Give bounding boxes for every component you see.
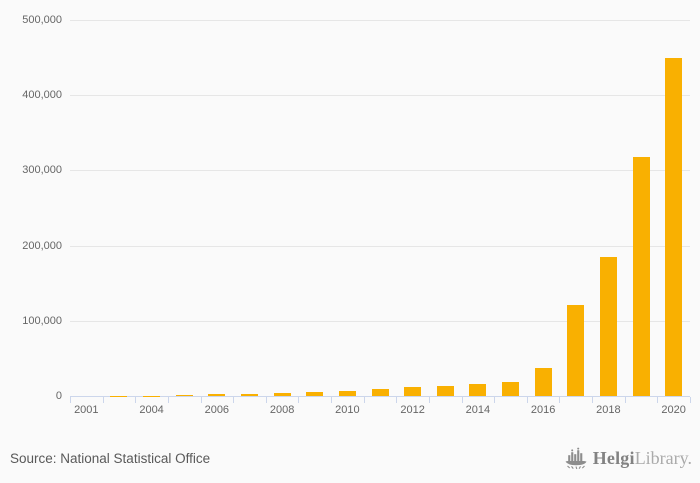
x-axis-tick (396, 397, 398, 403)
bar-2010[interactable] (338, 391, 356, 396)
gridline (70, 170, 690, 172)
gridline (70, 320, 690, 322)
x-axis-tick (428, 397, 430, 403)
brand-name-light: Library. (634, 448, 692, 468)
bar-chart: 0 100,000 200,000 300,000 400,000 500,000 2001… (22, 14, 691, 416)
bar-2011[interactable] (371, 389, 389, 396)
x-axis-label: 2004 (139, 404, 164, 416)
y-axis-label: 100,000 (22, 314, 62, 327)
x-axis-tick (265, 397, 267, 403)
gridline (70, 245, 690, 247)
bar-2019[interactable] (632, 156, 650, 396)
x-axis-label: 2008 (269, 404, 295, 416)
bar-2013[interactable] (436, 386, 454, 396)
bar-2012[interactable] (404, 387, 422, 396)
x-axis-tick (559, 397, 561, 403)
bar-2016[interactable] (534, 367, 552, 396)
x-axis-label: 2018 (596, 404, 621, 416)
bar-2017[interactable] (567, 305, 585, 396)
x-axis-tick (102, 397, 104, 403)
x-axis-tick (298, 397, 300, 403)
gridline (70, 20, 690, 21)
helgi-library-logo: HelgiLibrary. (565, 447, 692, 470)
x-axis-tick (657, 397, 659, 403)
bar-2020[interactable] (665, 57, 683, 396)
x-axis-label: 2001 (74, 404, 99, 416)
x-axis-tick (233, 397, 235, 403)
gridline (70, 95, 690, 97)
x-axis-label: 2010 (335, 404, 360, 416)
bar-2008[interactable] (273, 392, 291, 396)
bar-2006[interactable] (208, 394, 226, 396)
y-axis-label: 200,000 (22, 239, 62, 252)
x-axis-label: 2006 (204, 404, 230, 416)
bar-2018[interactable] (599, 256, 617, 396)
brand-name-bold: Helgi (592, 448, 635, 468)
x-axis-tick (70, 397, 71, 403)
bar-2009[interactable] (306, 392, 324, 396)
y-axis-label: 300,000 (22, 164, 62, 177)
x-axis-tick (135, 397, 137, 403)
x-axis-label: 2014 (465, 404, 491, 416)
bar-2015[interactable] (502, 382, 520, 396)
x-axis-label: 2016 (530, 404, 556, 416)
x-axis-tick (331, 397, 333, 403)
x-axis-tick (624, 397, 626, 403)
chart-footer: Source: National Statistical Office Helg… (0, 440, 700, 483)
bar-2014[interactable] (469, 383, 487, 396)
y-axis-label: 500,000 (22, 14, 62, 26)
x-axis-tick (526, 397, 528, 403)
x-axis-tick (363, 397, 365, 403)
x-axis-tick (494, 397, 496, 403)
x-axis-label: 2020 (661, 404, 686, 416)
x-axis-tick (592, 397, 594, 403)
x-axis-tick (690, 397, 691, 403)
viking-ship-icon (565, 447, 587, 470)
x-axis-tick (167, 397, 169, 403)
bar-2007[interactable] (240, 393, 258, 396)
source-label: Source: National Statistical Office (10, 451, 211, 466)
brand-name: HelgiLibrary. (593, 448, 692, 469)
y-axis-label: 400,000 (22, 89, 62, 102)
x-axis-tick (200, 397, 202, 403)
y-axis-label: 0 (55, 390, 62, 402)
bar-2005[interactable] (175, 395, 193, 396)
x-axis-label: 2012 (400, 404, 425, 416)
x-axis-tick (461, 397, 463, 403)
x-axis-line (70, 396, 690, 397)
